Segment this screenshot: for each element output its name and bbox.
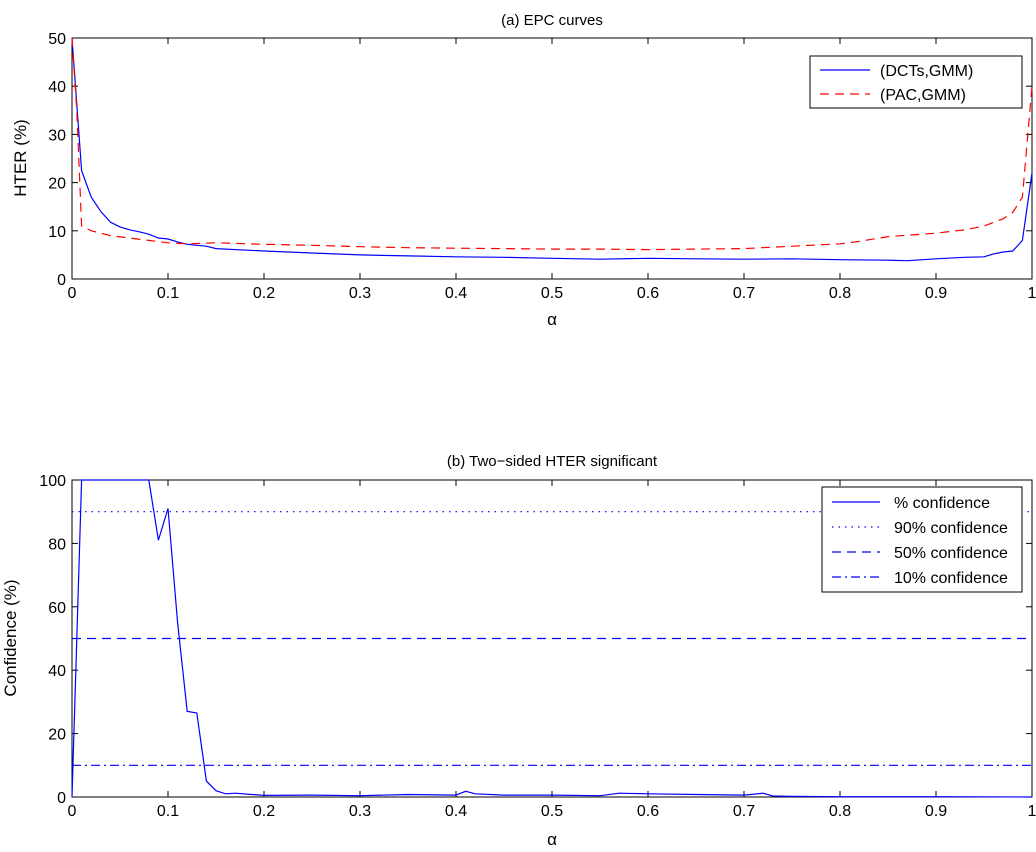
series-line-1 <box>71 37 1033 262</box>
legend-entry: 50% confidence <box>894 545 1008 562</box>
legend-box <box>809 55 1023 109</box>
legend: % confidence 90% confidence 50% confiden… <box>821 486 1023 593</box>
x-tick-label: 0.4 <box>445 803 467 820</box>
x-axis-label: α <box>547 310 557 329</box>
y-tick-label: 10 <box>48 224 66 241</box>
x-tick-label: 0.3 <box>349 803 371 820</box>
legend-box <box>821 486 1023 593</box>
y-tick-label: 0 <box>57 272 66 289</box>
y-tick-labels: 0 20 40 60 80 100 <box>39 473 66 807</box>
x-tick-label: 0.9 <box>925 803 947 820</box>
chart-title: (a) EPC curves <box>501 12 603 29</box>
x-tick-label: 0.8 <box>829 285 851 302</box>
axis-ticks <box>71 37 1033 280</box>
y-axis-label: Confidence (%) <box>1 579 20 696</box>
x-tick-label: 0.2 <box>253 285 275 302</box>
y-tick-label: 40 <box>48 663 66 680</box>
legend-entry: % confidence <box>894 495 990 512</box>
x-tick-label: 0.3 <box>349 285 371 302</box>
x-tick-label: 0.7 <box>733 285 755 302</box>
legend-entry: (PAC,GMM) <box>880 87 966 104</box>
chart-title: (b) Two−sided HTER significant <box>447 453 658 470</box>
legend-entry: (DCTs,GMM) <box>880 63 973 80</box>
y-tick-label: 40 <box>48 79 66 96</box>
y-tick-label: 50 <box>48 31 66 48</box>
x-tick-label: 1 <box>1028 285 1036 302</box>
x-tick-label: 0 <box>68 285 77 302</box>
y-tick-label: 30 <box>48 127 66 144</box>
legend-entry: 90% confidence <box>894 520 1008 537</box>
x-tick-label: 0.8 <box>829 803 851 820</box>
chart-hter-significance: (b) Two−sided HTER significant 0 0.1 0.2 0.… <box>1 453 1036 849</box>
y-tick-label: 20 <box>48 176 66 193</box>
x-tick-label: 0.6 <box>637 803 659 820</box>
x-tick-label: 0.7 <box>733 803 755 820</box>
legend-entry: 10% confidence <box>894 570 1008 587</box>
y-tick-label: 20 <box>48 727 66 744</box>
x-tick-labels: 0 0.1 0.2 0.3 0.4 0.5 0.6 0.7 0.8 0.9 1 <box>68 803 1036 820</box>
y-tick-label: 60 <box>48 600 66 617</box>
series-line-1 <box>71 479 1033 798</box>
series-lines <box>71 37 1033 262</box>
x-axis-label: α <box>547 830 557 849</box>
series-line-2 <box>71 37 1033 251</box>
x-tick-label: 0.6 <box>637 285 659 302</box>
y-tick-label: 80 <box>48 536 66 553</box>
y-tick-label: 0 <box>57 790 66 807</box>
chart-epc-curves: (a) EPC curves 0 0.1 0.2 0.3 0.4 0.5 0.6 0.7 0.8… <box>11 12 1036 329</box>
x-tick-label: 0.1 <box>157 285 179 302</box>
legend: (DCTs,GMM) (PAC,GMM) <box>809 55 1023 109</box>
x-tick-label: 0.2 <box>253 803 275 820</box>
x-tick-label: 0.4 <box>445 285 467 302</box>
x-tick-label: 0.5 <box>541 803 563 820</box>
x-tick-label: 0.1 <box>157 803 179 820</box>
x-tick-labels: 0 0.1 0.2 0.3 0.4 0.5 0.6 0.7 0.8 0.9 1 <box>68 285 1036 302</box>
y-axis-label: HTER (%) <box>11 119 30 196</box>
x-tick-label: 0.5 <box>541 285 563 302</box>
x-tick-label: 1 <box>1028 803 1036 820</box>
x-tick-label: 0 <box>68 803 77 820</box>
y-tick-labels: 0 10 20 30 40 50 <box>48 31 66 289</box>
y-tick-label: 100 <box>39 473 66 490</box>
x-tick-label: 0.9 <box>925 285 947 302</box>
